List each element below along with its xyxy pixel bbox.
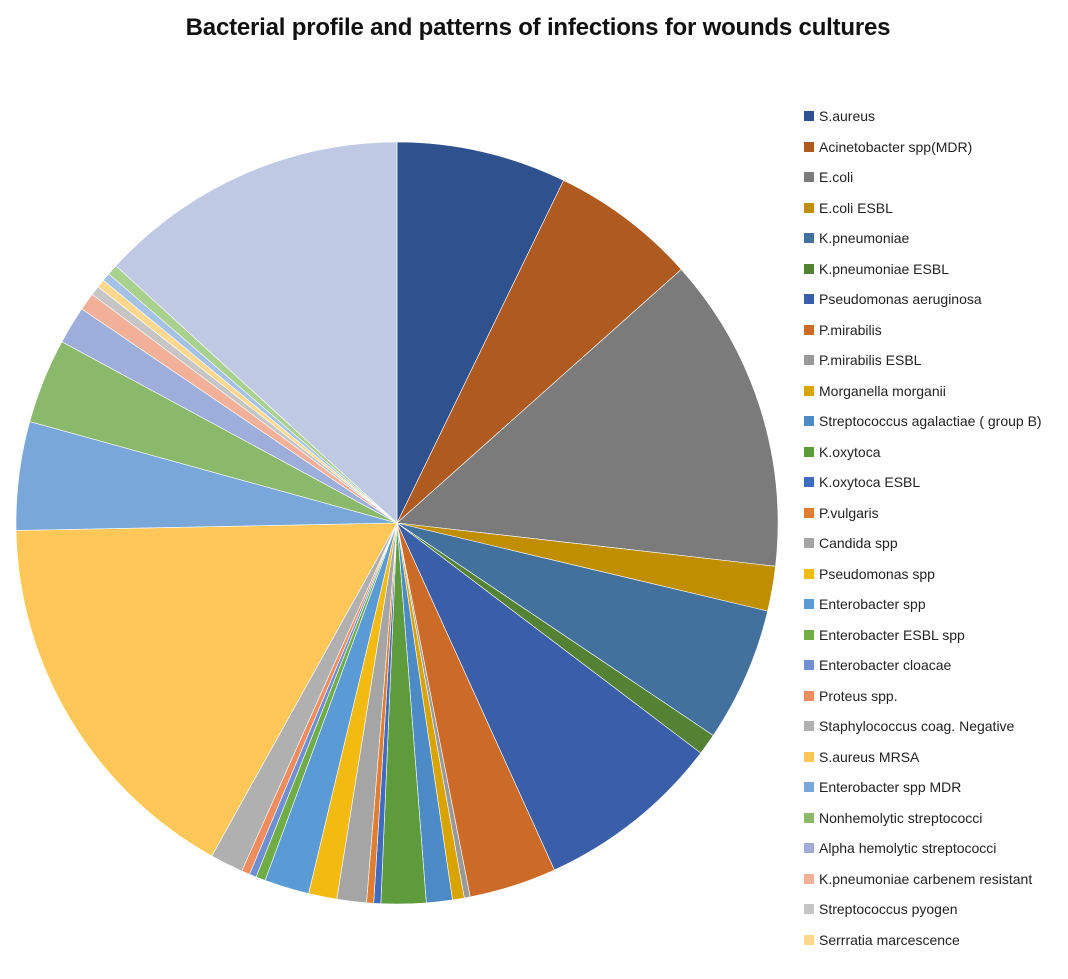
legend-item: Pseudomonas aeruginosa <box>804 284 1042 315</box>
legend-label: Enterobacter spp MDR <box>819 779 962 796</box>
legend-swatch-icon <box>804 355 814 366</box>
legend-label: K.oxytoca ESBL <box>819 474 921 491</box>
legend-item: Streptococcus agalactiae ( group B) <box>804 406 1042 437</box>
legend-label: E.coli <box>819 169 854 186</box>
legend-item: Enterobacter spp <box>804 589 1042 620</box>
legend-item: S.aureus MRSA <box>804 742 1042 773</box>
legend-label: Streptococcus agalactiae ( group B) <box>819 413 1042 430</box>
legend-label: Alpha hemolytic streptococci <box>819 840 997 857</box>
legend-item: Streptococcus pyogen <box>804 894 1042 925</box>
legend-swatch-icon <box>804 111 814 122</box>
legend-label: P.vulgaris <box>819 504 879 521</box>
legend-swatch-icon <box>804 934 814 945</box>
legend-swatch-icon <box>804 294 814 305</box>
legend-item: K.pneumoniae ESBL <box>804 254 1042 285</box>
legend-swatch-icon <box>804 873 814 884</box>
legend-item: P.vulgaris <box>804 498 1042 529</box>
legend-swatch-icon <box>804 446 814 457</box>
legend-item: Acinetobacter spp(MDR) <box>804 132 1042 163</box>
legend-label: Staphylococcus coag. Negative <box>819 718 1015 735</box>
legend-label: K.pneumoniae <box>819 230 910 247</box>
pie-chart <box>15 141 779 905</box>
legend-swatch-icon <box>804 782 814 793</box>
legend-swatch-icon <box>804 324 814 335</box>
legend-label: P.mirabilis <box>819 321 882 338</box>
legend-item: Serrratia marcescence <box>804 925 1042 956</box>
legend-item: P.mirabilis ESBL <box>804 345 1042 376</box>
legend-label: Acinetobacter spp(MDR) <box>819 138 973 155</box>
legend-swatch-icon <box>804 812 814 823</box>
legend: S.aureus Acinetobacter spp(MDR) E.coli E.co… <box>804 101 1042 955</box>
legend-label: K.pneumoniae ESBL <box>819 260 949 277</box>
legend-label: Enterobacter cloacae <box>819 657 952 674</box>
legend-label: Morganella morganii <box>819 382 946 399</box>
legend-item: Alpha hemolytic streptococci <box>804 833 1042 864</box>
legend-item: E.coli ESBL <box>804 193 1042 224</box>
legend-label: Enterobacter spp <box>819 596 926 613</box>
pie-slice <box>396 179 682 524</box>
chart-title: Bacterial profile and patterns of infect… <box>185 14 891 41</box>
legend-swatch-icon <box>804 385 814 396</box>
legend-label: Enterobacter ESBL spp <box>819 626 965 643</box>
legend-label: S.aureus MRSA <box>819 748 920 765</box>
legend-swatch-icon <box>804 904 814 915</box>
legend-swatch-icon <box>804 660 814 671</box>
legend-swatch-icon <box>804 233 814 244</box>
legend-item: Nonhemolytic streptococci <box>804 803 1042 834</box>
legend-item: E.coli <box>804 162 1042 193</box>
legend-swatch-icon <box>804 507 814 518</box>
pie-slice <box>396 268 779 567</box>
legend-item: Proteus spp. <box>804 681 1042 712</box>
legend-swatch-icon <box>804 477 814 488</box>
legend-swatch-icon <box>804 599 814 610</box>
legend-item: K.pneumoniae carbenem resistant <box>804 864 1042 895</box>
legend-item: K.pneumoniae <box>804 223 1042 254</box>
legend-swatch-icon <box>804 690 814 701</box>
legend-label: Serrratia marcescence <box>819 931 960 948</box>
pie-slice <box>396 141 565 524</box>
legend-swatch-icon <box>804 568 814 579</box>
legend-swatch-icon <box>804 416 814 427</box>
legend-item: Morganella morganii <box>804 376 1042 407</box>
pie-slice <box>15 522 398 857</box>
legend-item: Pseudomonas spp <box>804 559 1042 590</box>
legend-item: Enterobacter spp MDR <box>804 772 1042 803</box>
legend-swatch-icon <box>804 538 814 549</box>
legend-item: Enterobacter ESBL spp <box>804 620 1042 651</box>
legend-label: E.coli ESBL <box>819 199 893 216</box>
legend-swatch-icon <box>804 843 814 854</box>
legend-swatch-icon <box>804 172 814 183</box>
legend-label: K.pneumoniae carbenem resistant <box>819 870 1033 887</box>
legend-label: Candida spp <box>819 535 898 552</box>
legend-swatch-icon <box>804 202 814 213</box>
legend-label: Pseudomonas aeruginosa <box>819 291 982 308</box>
legend-item: Enterobacter cloacae <box>804 650 1042 681</box>
legend-label: S.aureus <box>819 108 876 125</box>
legend-label: K.oxytoca <box>819 443 881 460</box>
legend-item: P.mirabilis <box>804 315 1042 346</box>
legend-item: K.oxytoca <box>804 437 1042 468</box>
legend-swatch-icon <box>804 263 814 274</box>
pie-slice <box>115 141 398 524</box>
legend-item: Candida spp <box>804 528 1042 559</box>
legend-item: S.aureus <box>804 101 1042 132</box>
legend-label: P.mirabilis ESBL <box>819 352 922 369</box>
legend-item: Staphylococcus coag. Negative <box>804 711 1042 742</box>
legend-label: Nonhemolytic streptococci <box>819 809 983 826</box>
legend-swatch-icon <box>804 629 814 640</box>
pie-slice <box>396 522 702 871</box>
pie-slice <box>396 522 769 736</box>
legend-item: K.oxytoca ESBL <box>804 467 1042 498</box>
legend-swatch-icon <box>804 751 814 762</box>
legend-label: Streptococcus pyogen <box>819 901 958 918</box>
legend-label: Pseudomonas spp <box>819 565 935 582</box>
legend-swatch-icon <box>804 721 814 732</box>
legend-label: Proteus spp. <box>819 687 898 704</box>
legend-swatch-icon <box>804 141 814 152</box>
